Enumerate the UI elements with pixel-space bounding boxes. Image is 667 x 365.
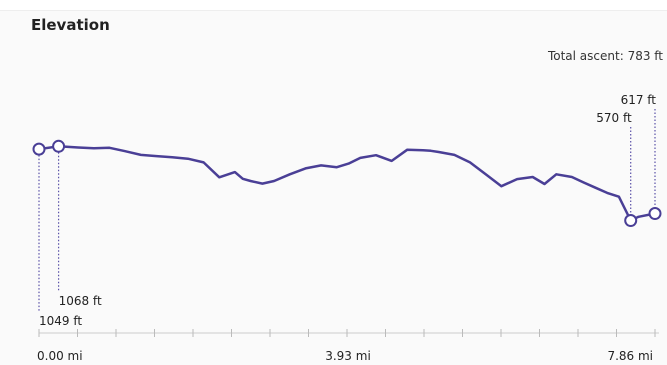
markers [32,139,662,228]
point-marker [648,207,662,221]
elevation-line [37,145,657,222]
x-axis [38,329,659,337]
elevation-card [0,10,667,365]
guide-lines [38,109,656,311]
annotation-labels: 1049 ft 1068 ft 570 ft 617 ft [39,93,656,328]
tick-labels: 0.00 mi 3.93 mi 7.86 mi [37,349,653,363]
annotation-label: 1049 ft [39,314,82,328]
x-tick-label: 7.86 mi [607,349,653,363]
annotation-label: 1068 ft [59,294,102,308]
x-tick-label: 0.00 mi [37,349,83,363]
annotation-label: 570 ft [596,111,632,125]
annotation-label: 617 ft [621,93,657,107]
x-tick-label: 3.93 mi [325,349,371,363]
point-marker [32,142,46,156]
total-ascent: Total ascent: 783 ft [547,49,663,63]
point-marker [52,139,66,153]
point-marker [624,214,638,228]
chart-title: Elevation [31,16,110,34]
